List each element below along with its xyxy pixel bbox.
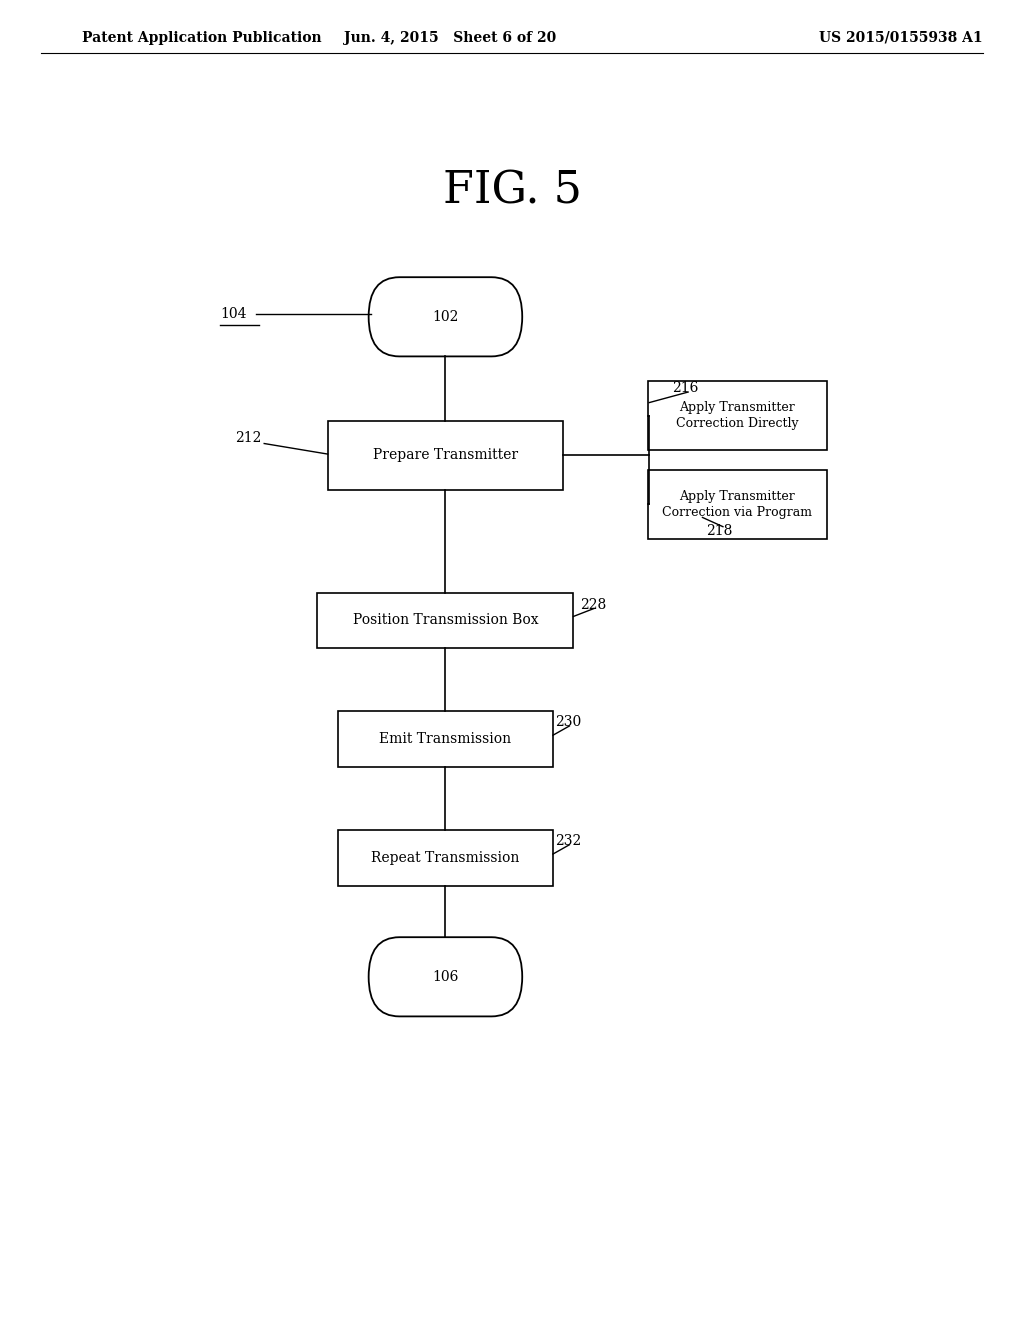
Text: Repeat Transmission: Repeat Transmission [372, 851, 519, 865]
Text: 104: 104 [220, 308, 247, 321]
Text: Patent Application Publication: Patent Application Publication [82, 30, 322, 45]
Text: 102: 102 [432, 310, 459, 323]
Text: 230: 230 [555, 715, 582, 729]
Text: Apply Transmitter
Correction via Program: Apply Transmitter Correction via Program [663, 490, 812, 519]
Text: Jun. 4, 2015   Sheet 6 of 20: Jun. 4, 2015 Sheet 6 of 20 [344, 30, 557, 45]
Text: Apply Transmitter
Correction Directly: Apply Transmitter Correction Directly [676, 401, 799, 430]
Text: 232: 232 [555, 834, 582, 847]
Text: 106: 106 [432, 970, 459, 983]
Text: Position Transmission Box: Position Transmission Box [352, 614, 539, 627]
Text: FIG. 5: FIG. 5 [442, 170, 582, 213]
Text: Prepare Transmitter: Prepare Transmitter [373, 449, 518, 462]
Text: 216: 216 [672, 381, 698, 395]
Text: 212: 212 [236, 432, 262, 445]
Text: Emit Transmission: Emit Transmission [379, 733, 512, 746]
Text: US 2015/0155938 A1: US 2015/0155938 A1 [819, 30, 983, 45]
Text: 228: 228 [580, 598, 606, 611]
Text: 218: 218 [707, 524, 733, 537]
